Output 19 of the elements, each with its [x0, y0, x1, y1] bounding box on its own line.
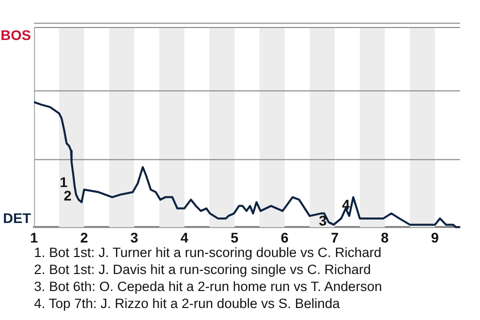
x-tick-label: 2 [80, 229, 88, 246]
text: 3. Bot 6th: O. Cepeda hit a 2-run home run vs T. Anderson [34, 278, 382, 295]
text: 1. Bot 1st: J. Turner hit a run-scoring double vs C. Richard [34, 244, 382, 261]
annotation: 1 [60, 174, 68, 190]
x-tick-label: 7 [330, 229, 339, 246]
x-tick-label: 9 [431, 229, 440, 246]
text: BOS [0, 26, 31, 43]
x-tick-label: 4 [180, 229, 188, 246]
x-tick-label: 1 [30, 229, 38, 246]
text: DET [3, 210, 32, 226]
annotation: 2 [64, 188, 72, 204]
annotation: 3 [318, 212, 327, 229]
x-tick-label: 6 [280, 229, 289, 246]
x-tick-label: 8 [380, 229, 389, 246]
text: 4. Top 7th: J. Rizzo hit a 2-run double vs S. Belinda [34, 295, 341, 312]
annotation: 4 [342, 196, 350, 212]
x-tick-label: 3 [130, 229, 138, 246]
text: 2. Bot 1st: J. Davis hit a run-scoring single vs C. Richard [34, 261, 372, 278]
x-tick-label: 5 [230, 229, 239, 246]
